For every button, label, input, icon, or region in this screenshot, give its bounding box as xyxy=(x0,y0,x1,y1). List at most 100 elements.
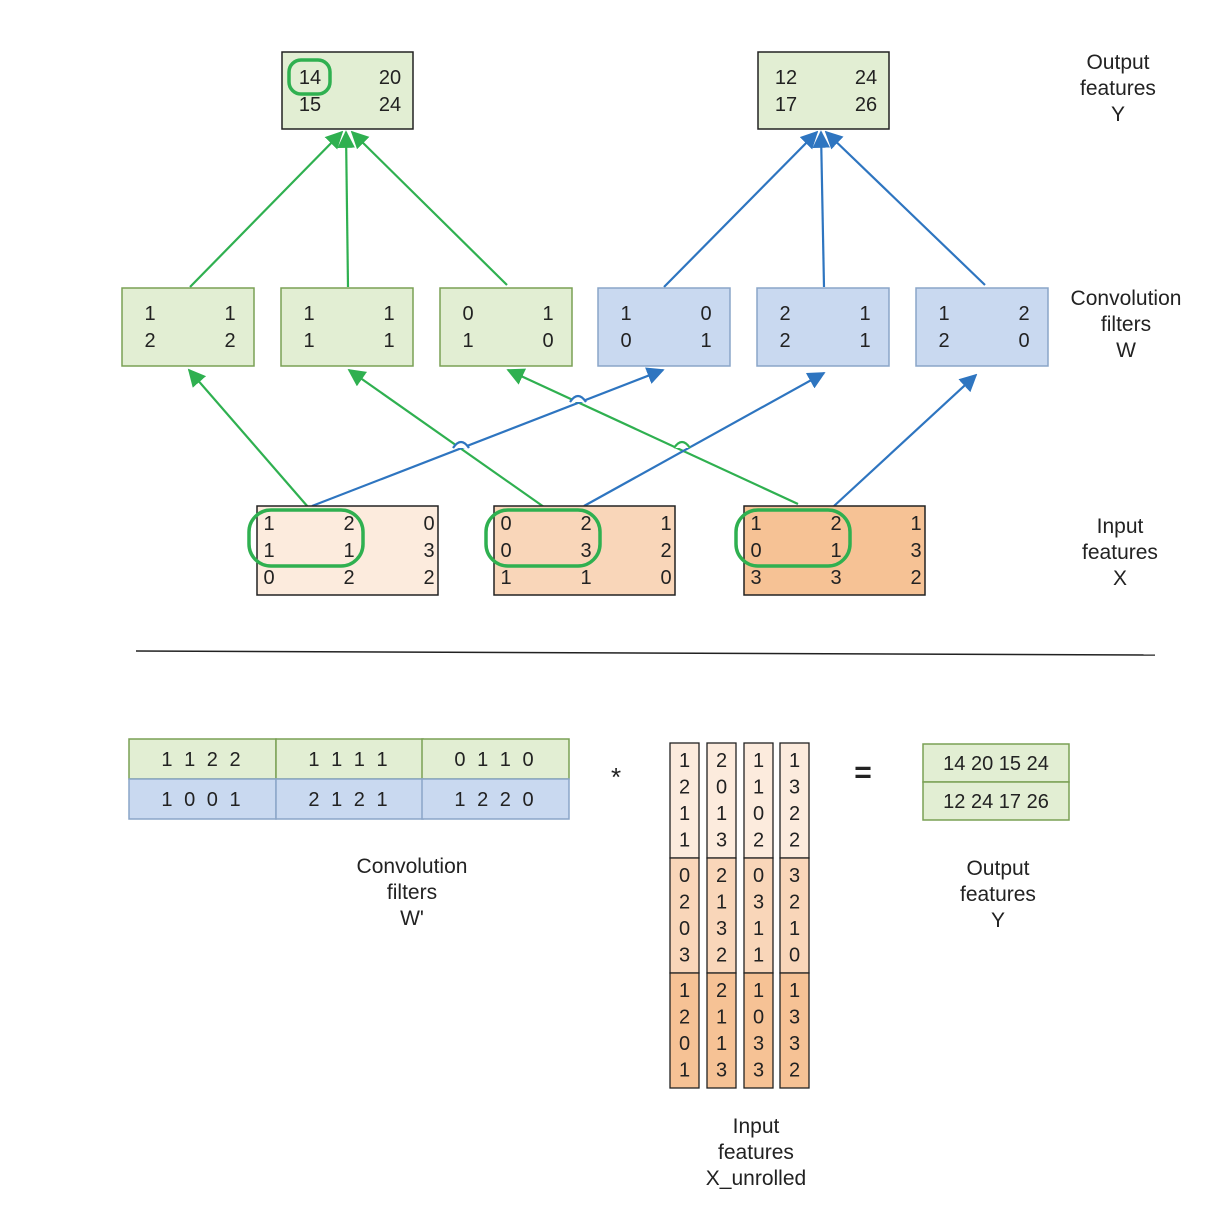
arrow-blue xyxy=(824,130,986,286)
filter-cell: 1 xyxy=(224,303,235,325)
arrow-green xyxy=(187,368,309,508)
input-cell: 3 xyxy=(830,567,841,589)
input-features-caption: Input features X xyxy=(1082,515,1158,590)
unrolled-cell: 1 xyxy=(716,1007,727,1029)
unrolled-cell: 0 xyxy=(753,1007,764,1029)
filter-cell: 0 xyxy=(462,303,473,325)
unrolled-segment xyxy=(669,972,700,1089)
filter-cell: 0 xyxy=(620,330,631,352)
unrolled-cell: 3 xyxy=(789,1033,800,1055)
unrolled-cell: 2 xyxy=(789,803,800,825)
filter-cell: 1 xyxy=(144,303,155,325)
unrolled-cell: 2 xyxy=(716,945,727,967)
filter-cell: 2 xyxy=(779,330,790,352)
line-hop xyxy=(452,440,470,449)
unrolled-cell: 3 xyxy=(789,1007,800,1029)
input-cell: 0 xyxy=(500,513,511,535)
filter-cell: 2 xyxy=(224,330,235,352)
unrolled-cell: 2 xyxy=(789,1060,800,1082)
input-cell: 1 xyxy=(580,567,591,589)
input-cell: 3 xyxy=(423,540,434,562)
output-features-bottom-caption: Output features Y xyxy=(960,857,1036,932)
filter-cell: 1 xyxy=(383,303,394,325)
unrolled-cell: 1 xyxy=(679,803,690,825)
arrow-blue xyxy=(812,130,831,288)
unrolled-cell: 3 xyxy=(716,1060,727,1082)
arrow-green xyxy=(347,368,545,508)
unrolled-cell: 1 xyxy=(753,945,764,967)
input-cell: 2 xyxy=(910,567,921,589)
unrolled-segment xyxy=(706,742,737,859)
unrolled-segment xyxy=(706,972,737,1089)
arrow-blue xyxy=(663,130,819,288)
output-flat-row xyxy=(922,781,1070,821)
input-cell: 3 xyxy=(580,540,591,562)
filter-flat-cell xyxy=(275,778,424,820)
filter-flat-cell xyxy=(421,738,570,780)
input-matrix-1 xyxy=(256,505,439,596)
output-cell: 20 xyxy=(379,67,401,89)
unrolled-cell: 3 xyxy=(753,1033,764,1055)
unrolled-cell: 2 xyxy=(679,777,690,799)
unrolled-cell: 0 xyxy=(679,1033,690,1055)
unrolled-cell: 3 xyxy=(753,1060,764,1082)
input-cell: 2 xyxy=(660,540,671,562)
unrolled-cell: 3 xyxy=(679,945,690,967)
arrow-blue xyxy=(833,373,978,507)
filter-cell: 2 xyxy=(779,303,790,325)
input-cell: 0 xyxy=(660,567,671,589)
unrolled-segment xyxy=(669,857,700,974)
arrow-green xyxy=(337,130,356,288)
input-cell: 1 xyxy=(750,513,761,535)
unrolled-cell: 1 xyxy=(753,777,764,799)
unrolled-cell: 0 xyxy=(679,865,690,887)
filter-flat-value: 1 1 1 1 xyxy=(308,749,390,771)
filter-flat-value: 1 0 0 1 xyxy=(161,789,243,811)
unrolled-segment xyxy=(706,857,737,974)
input-cell: 1 xyxy=(343,540,354,562)
arrow-green xyxy=(506,368,799,505)
unrolled-cell: 0 xyxy=(679,918,690,940)
unrolled-cell: 0 xyxy=(753,803,764,825)
output-cell: 24 xyxy=(379,94,401,116)
filter-flat-cell xyxy=(421,778,570,820)
filter-matrix-5 xyxy=(756,287,890,367)
output-matrix-1 xyxy=(281,51,414,130)
unrolled-cell: 0 xyxy=(716,777,727,799)
section-divider xyxy=(135,650,1156,656)
output-cell: 12 xyxy=(775,67,797,89)
input-cell: 1 xyxy=(830,540,841,562)
unrolled-cell: 2 xyxy=(753,830,764,852)
filter-cell: 0 xyxy=(1018,330,1029,352)
arrow-green xyxy=(189,130,344,288)
filter-cell: 1 xyxy=(383,330,394,352)
filter-flat-cell xyxy=(275,738,424,780)
filter-cell: 1 xyxy=(303,303,314,325)
arrow-blue xyxy=(311,367,665,508)
receptive-field-highlight xyxy=(734,508,852,568)
filter-cell: 1 xyxy=(859,303,870,325)
unrolled-cell: 2 xyxy=(716,980,727,1002)
filter-flat-value: 1 1 2 2 xyxy=(161,749,243,771)
filter-cell: 2 xyxy=(938,330,949,352)
convolution-filters-prime-caption: Convolution filters W' xyxy=(356,855,468,930)
output-features-caption: Output features Y xyxy=(1080,51,1156,126)
unrolled-cell: 1 xyxy=(753,980,764,1002)
unrolled-segment xyxy=(743,972,774,1089)
unrolled-cell: 2 xyxy=(789,892,800,914)
output-cell: 17 xyxy=(775,94,797,116)
unrolled-cell: 1 xyxy=(789,980,800,1002)
line-hop xyxy=(569,394,587,403)
input-cell: 1 xyxy=(910,513,921,535)
output-flat-value: 14 20 15 24 xyxy=(943,753,1049,775)
output-value-highlight xyxy=(287,58,332,96)
unrolled-cell: 2 xyxy=(679,1007,690,1029)
unrolled-cell: 2 xyxy=(716,750,727,772)
unrolled-cell: 2 xyxy=(716,865,727,887)
unrolled-cell: 1 xyxy=(716,1033,727,1055)
unrolled-cell: 1 xyxy=(679,830,690,852)
input-cell: 2 xyxy=(423,567,434,589)
input-cell: 0 xyxy=(500,540,511,562)
filter-cell: 1 xyxy=(303,330,314,352)
